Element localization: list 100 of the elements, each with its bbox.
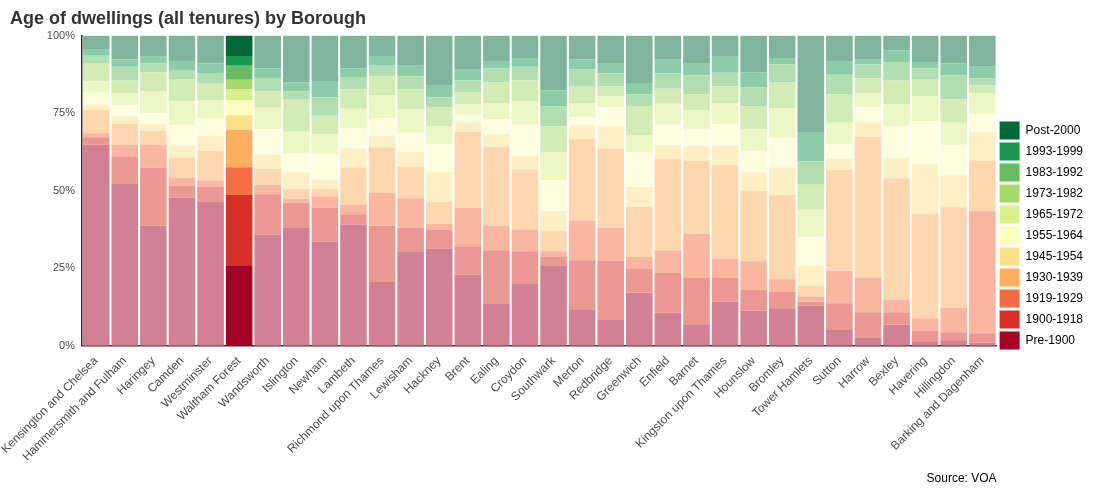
- bar: [397, 151, 424, 167]
- bar: [168, 35, 196, 62]
- bar: [711, 86, 739, 104]
- bar: [254, 35, 282, 69]
- bar: [368, 76, 396, 96]
- bar: [425, 172, 453, 202]
- legend-label: 1919-1929: [1025, 290, 1084, 305]
- bar: [683, 94, 710, 111]
- bar: [225, 100, 253, 116]
- bar: [854, 93, 882, 108]
- bar: [940, 207, 968, 308]
- bar: [168, 157, 196, 178]
- bar: [740, 172, 767, 192]
- bar: [626, 292, 653, 346]
- bar: [969, 35, 996, 67]
- bar: [483, 250, 510, 304]
- bar: [111, 66, 139, 81]
- bar: [340, 35, 367, 69]
- bar: [711, 72, 739, 87]
- bar: [483, 146, 510, 226]
- bar: [368, 281, 396, 346]
- bar: [969, 93, 996, 114]
- bar: [626, 94, 653, 107]
- bar: [568, 124, 596, 139]
- bar: [969, 113, 996, 132]
- bar: [368, 35, 396, 57]
- bar: [940, 332, 968, 341]
- bar: [940, 75, 968, 100]
- bar: [483, 82, 510, 103]
- bar: [111, 144, 139, 157]
- bar: [568, 69, 596, 87]
- bar: [254, 128, 282, 155]
- bar: [711, 165, 739, 259]
- bar: [597, 62, 625, 74]
- bar: [797, 132, 825, 162]
- bar: [883, 299, 910, 313]
- bar: [597, 73, 625, 87]
- bar: [511, 229, 539, 252]
- bar: [940, 99, 968, 123]
- bar: [568, 117, 596, 125]
- y-tick-label: 75%: [52, 106, 76, 119]
- bar: [597, 86, 625, 97]
- bar: [740, 150, 767, 173]
- bar: [883, 35, 910, 51]
- bar: [254, 91, 282, 108]
- bar: [940, 175, 968, 208]
- bar: [82, 35, 110, 49]
- bar: [740, 87, 767, 107]
- bar: [854, 277, 882, 313]
- bar: [911, 79, 939, 97]
- bar: [454, 114, 482, 123]
- bar: [111, 35, 139, 60]
- bar: [425, 143, 453, 173]
- bar: [425, 107, 453, 126]
- bar: [826, 94, 853, 123]
- bar: [711, 277, 739, 302]
- bar: [340, 205, 367, 215]
- bar: [283, 172, 310, 190]
- bar: [683, 277, 710, 325]
- bar: [283, 153, 310, 173]
- bar: [768, 167, 796, 196]
- bar: [111, 80, 139, 94]
- bar: [283, 131, 310, 154]
- bar: [654, 272, 682, 313]
- bar: [768, 108, 796, 138]
- bar: [626, 152, 653, 187]
- bar: [768, 308, 796, 346]
- bar: [740, 129, 767, 151]
- bar: [454, 92, 482, 105]
- bar: [540, 126, 567, 153]
- bar: [768, 35, 796, 58]
- bar: [311, 207, 339, 242]
- bar: [683, 233, 710, 278]
- bar: [311, 241, 339, 346]
- bar: [397, 198, 424, 228]
- bar: [397, 35, 424, 66]
- bar: [797, 285, 825, 297]
- bar: [254, 194, 282, 235]
- y-tick-label: 0%: [59, 338, 76, 351]
- bar: [140, 113, 167, 125]
- bar: [683, 35, 710, 63]
- bar: [425, 201, 453, 224]
- bar: [540, 230, 567, 252]
- bar: [368, 192, 396, 226]
- legend-label: 1983-1992: [1025, 164, 1084, 179]
- bar: [397, 89, 424, 110]
- bar: [225, 79, 253, 90]
- bar: [368, 135, 396, 148]
- bar: [340, 128, 367, 149]
- bar: [911, 318, 939, 331]
- bar: [568, 59, 596, 70]
- bar: [283, 35, 310, 83]
- bar: [111, 59, 139, 67]
- bar: [883, 80, 910, 105]
- bar: [654, 59, 682, 74]
- legend-label: Pre-1900: [1025, 332, 1076, 347]
- legend-label: 1955-1964: [1025, 227, 1084, 242]
- bar: [111, 156, 139, 184]
- bar: [197, 201, 224, 346]
- bar: [597, 320, 625, 346]
